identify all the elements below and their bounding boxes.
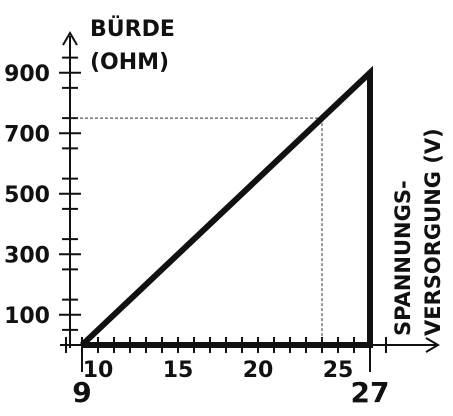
x-axis-label-line1: SPANNUNGS- xyxy=(391,180,415,336)
y-tick-label: 500 xyxy=(4,183,50,208)
y-tick-label: 100 xyxy=(4,304,50,329)
y-axis-arrow xyxy=(62,31,78,46)
x-extra-label-start: 9 xyxy=(72,376,91,409)
y-axis-label-line2: (OHM) xyxy=(90,50,169,75)
x-extra-label-end: 27 xyxy=(351,376,390,409)
y-tick-label: 900 xyxy=(4,62,50,87)
y-tick-label: 300 xyxy=(4,243,50,268)
x-tick-label: 10 xyxy=(83,358,114,383)
y-tick-label: 700 xyxy=(4,122,50,147)
x-tick-label: 15 xyxy=(163,358,194,383)
y-axis: 100 300 500 700 900 xyxy=(4,31,81,348)
y-axis-label-line1: BÜRDE xyxy=(90,16,175,42)
x-axis-label-line2: VERSORGUNG (V) xyxy=(421,128,445,336)
series-line xyxy=(79,65,373,348)
x-tick-label: 25 xyxy=(323,358,354,383)
x-tick-label: 20 xyxy=(243,358,274,383)
x-axis-arrow xyxy=(425,337,440,353)
